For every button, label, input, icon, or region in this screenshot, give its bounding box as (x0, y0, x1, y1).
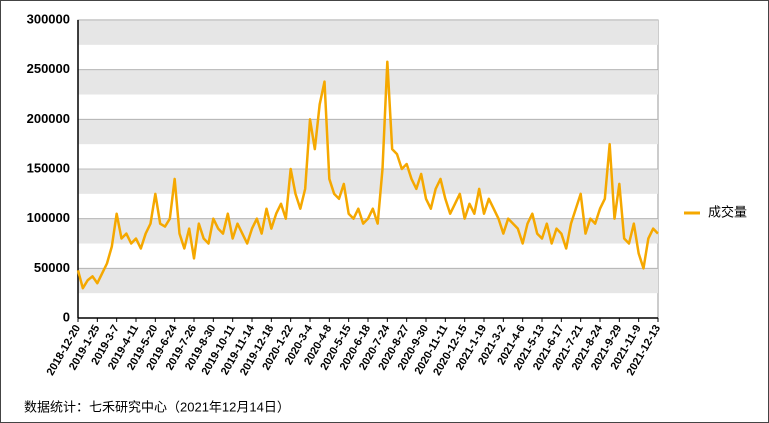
grid-band (78, 268, 658, 294)
y-tick-label: 150000 (27, 160, 70, 175)
y-tick-label: 50000 (34, 260, 70, 275)
data-line (76, 60, 659, 290)
source-note: 数据统计：七禾研究中心（2021年12月14日） (24, 399, 290, 414)
grid-band (78, 218, 658, 244)
y-tick-label: 250000 (27, 61, 70, 76)
y-tick-label: 300000 (27, 11, 70, 26)
grid-band (78, 69, 658, 95)
grid-band (78, 20, 658, 45)
y-tick-label: 0 (63, 309, 70, 324)
grid-band (78, 169, 658, 194)
y-tick-label: 200000 (27, 111, 70, 126)
y-tick-label: 100000 (27, 210, 70, 225)
grid-band (78, 119, 658, 145)
legend-label: 成交量 (708, 204, 747, 219)
